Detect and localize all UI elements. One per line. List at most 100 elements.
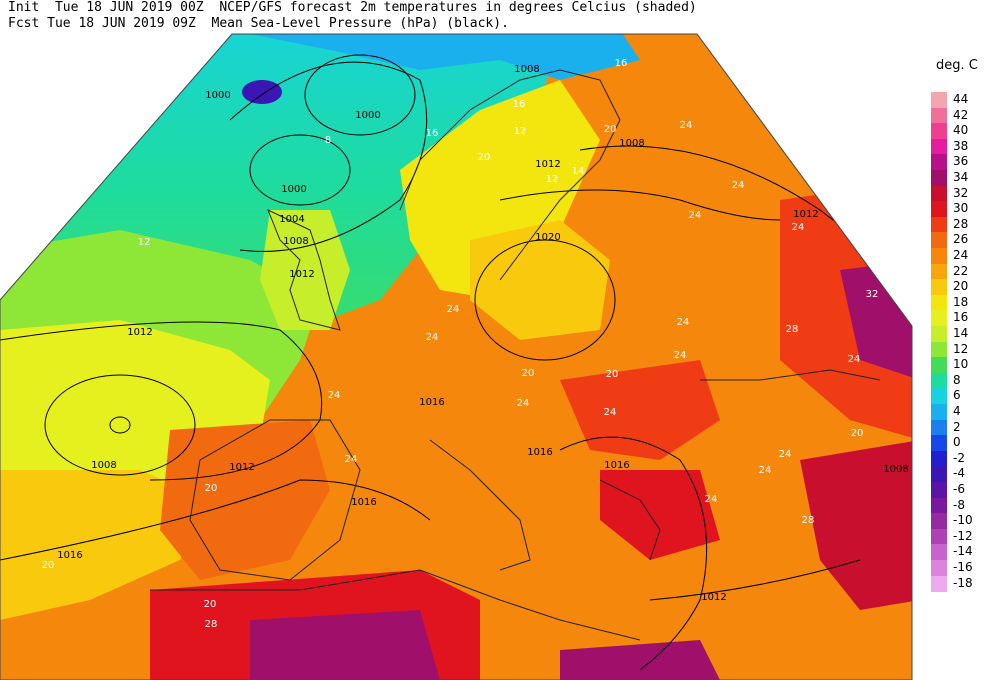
temperature-label: 24 (604, 407, 617, 418)
colorbar-swatch (931, 357, 947, 374)
temperature-label: 24 (517, 398, 530, 409)
temperature-label: 20 (478, 152, 491, 163)
colorbar-label: 38 (953, 138, 969, 153)
colorbar-swatch (931, 326, 947, 342)
temperature-label: 16 (426, 128, 439, 139)
temperature-field (0, 34, 912, 680)
temperature-label: 24 (759, 465, 772, 476)
isobar-label: 1012 (701, 592, 726, 603)
colorbar-swatch (931, 372, 947, 389)
colorbar-swatch (931, 279, 947, 296)
forecast-map: 1008 1000 1000 1000 1004 1008 1012 1012 1008 1012… (0, 33, 913, 680)
temperature-label: 12 (514, 126, 527, 137)
temperature-label: 24 (345, 454, 358, 465)
temperature-label: 24 (328, 390, 341, 401)
temperature-label: 14 (572, 166, 585, 177)
isobar-label: 1012 (793, 209, 818, 220)
temperature-label: 12 (546, 174, 559, 185)
colorbar-label: -10 (953, 513, 973, 528)
header-line-2: Fcst Tue 18 JUN 2019 09Z Mean Sea-Level … (8, 16, 509, 31)
colorbar-label: 2 (953, 419, 961, 434)
temperature-label: 20 (205, 483, 218, 494)
colorbar-label: -14 (953, 544, 973, 559)
colorbar-label: 8 (953, 372, 961, 387)
temperature-label: 20 (42, 560, 55, 571)
isobar-label: 1000 (355, 110, 380, 121)
colorbar-label: -18 (953, 575, 973, 590)
colorbar-swatch (931, 544, 947, 561)
colorbar-label: 22 (953, 263, 969, 278)
colorbar-swatch (931, 497, 947, 514)
colorbar-label: -4 (953, 466, 965, 481)
colorbar-label: 12 (953, 341, 969, 356)
isobar-label: 1012 (229, 462, 254, 473)
temperature-label: 20 (606, 369, 619, 380)
isobar-label: 1000 (281, 184, 306, 195)
colorbar-swatch (931, 575, 947, 592)
colorbar-label: 26 (953, 232, 969, 247)
colorbar-swatch (931, 123, 947, 140)
colorbar-swatch (931, 248, 947, 264)
colorbar-swatch (931, 92, 947, 108)
colorbar-swatch (931, 341, 947, 358)
colorbar-units: deg. C (936, 58, 978, 73)
colorbar-label: 24 (953, 248, 969, 262)
colorbar-label: -6 (953, 482, 965, 496)
colorbar-swatch (931, 107, 947, 124)
isobar-label: 1008 (91, 460, 116, 471)
colorbar-label: 30 (953, 201, 969, 216)
colorbar-swatch (931, 450, 947, 467)
colorbar-swatch (931, 560, 947, 576)
isobar-label: 1012 (289, 269, 314, 280)
isobar-label: 1008 (883, 464, 908, 475)
isobar-label: 1012 (535, 159, 560, 170)
isobar-label: 1008 (619, 138, 644, 149)
colorbar-swatch (931, 435, 947, 452)
temperature-label: 24 (792, 222, 805, 233)
colorbar-swatch (931, 232, 947, 249)
temperature-label: 16 (615, 58, 628, 69)
colorbar-swatch (931, 138, 947, 155)
coastlines (150, 69, 881, 641)
temperature-label: 24 (848, 354, 861, 365)
colorbar-label: -12 (953, 528, 973, 543)
colorbar-swatch (931, 185, 947, 202)
isobar-label: 1008 (514, 64, 539, 75)
temperature-label: 12 (138, 237, 151, 248)
colorbar-label: -2 (953, 450, 965, 465)
colorbar-label: 10 (953, 357, 969, 372)
temperature-label: 20 (522, 368, 535, 379)
colorbar-label: 36 (953, 154, 969, 169)
isobar-label: 1000 (205, 90, 230, 101)
colorbar-label: -8 (953, 497, 965, 512)
colorbar-swatch (931, 513, 947, 530)
temperature-label: 24 (674, 350, 687, 361)
colorbar-swatch (931, 170, 947, 186)
isobar-label: 1016 (527, 447, 552, 458)
colorbar-swatch (931, 216, 947, 233)
colorbar-swatch (931, 263, 947, 280)
temperature-label: 24 (705, 494, 718, 505)
temperature-label: 32 (866, 289, 879, 300)
colorbar-label: -16 (953, 560, 973, 574)
colorbar-label: 16 (953, 310, 969, 325)
colorbar-swatch (931, 310, 947, 327)
colorbar-label: 34 (953, 170, 969, 184)
colorbar-swatch (931, 294, 947, 311)
colorbar-swatch (931, 404, 947, 420)
temperature-label: 20 (851, 428, 864, 439)
temperature-label: 16 (513, 99, 526, 110)
temperature-label: 24 (779, 449, 792, 460)
isobar-label: 1016 (351, 497, 376, 508)
temperature-label: 24 (689, 210, 702, 221)
colorbar-label: 40 (953, 123, 969, 138)
colorbar-swatch (931, 201, 947, 218)
colorbar-label: 28 (953, 216, 969, 231)
colorbar-label: 32 (953, 185, 969, 200)
isobar-label: 1008 (283, 236, 308, 247)
temperature-label: 24 (447, 304, 460, 315)
temperature-label: 24 (426, 332, 439, 343)
colorbar-swatch (931, 419, 947, 436)
colorbar-swatch (931, 388, 947, 405)
temperature-label: 24 (680, 120, 693, 131)
